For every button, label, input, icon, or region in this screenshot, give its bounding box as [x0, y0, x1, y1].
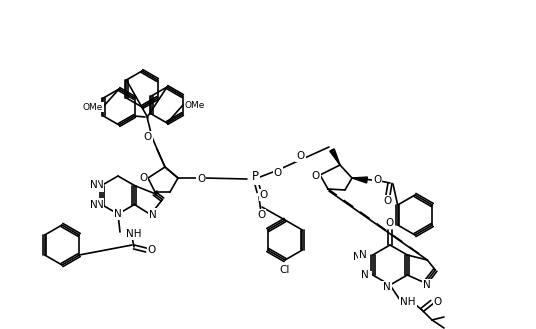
- Text: NH: NH: [126, 229, 142, 239]
- Text: O: O: [434, 297, 442, 307]
- Text: P: P: [251, 170, 258, 184]
- Text: N: N: [383, 282, 391, 292]
- Text: NH: NH: [400, 297, 416, 307]
- Text: O: O: [386, 218, 394, 228]
- Text: N: N: [95, 199, 103, 210]
- Text: OMe: OMe: [185, 100, 205, 110]
- Text: N: N: [114, 209, 122, 219]
- Text: Cl: Cl: [280, 265, 290, 275]
- Text: N: N: [361, 270, 369, 280]
- Text: O: O: [148, 245, 156, 255]
- Text: O: O: [197, 174, 205, 184]
- Text: O: O: [373, 175, 381, 185]
- Text: N: N: [423, 280, 431, 290]
- Text: NH: NH: [353, 252, 368, 262]
- Text: N: N: [382, 282, 390, 292]
- Text: O: O: [274, 168, 282, 178]
- Text: N: N: [359, 250, 367, 260]
- Text: N: N: [95, 181, 103, 190]
- Text: O: O: [384, 196, 392, 206]
- Text: N: N: [90, 199, 98, 210]
- Text: N: N: [426, 281, 433, 291]
- Text: OMe: OMe: [83, 103, 103, 112]
- Polygon shape: [352, 177, 367, 183]
- Polygon shape: [330, 149, 340, 165]
- Text: N: N: [363, 272, 370, 282]
- Text: O: O: [296, 151, 304, 161]
- Text: O: O: [260, 190, 268, 200]
- Text: O: O: [139, 173, 147, 183]
- Text: N: N: [148, 210, 157, 219]
- Text: O: O: [257, 210, 265, 220]
- Text: O: O: [144, 132, 152, 142]
- Text: N: N: [90, 181, 98, 190]
- Text: O: O: [312, 171, 320, 181]
